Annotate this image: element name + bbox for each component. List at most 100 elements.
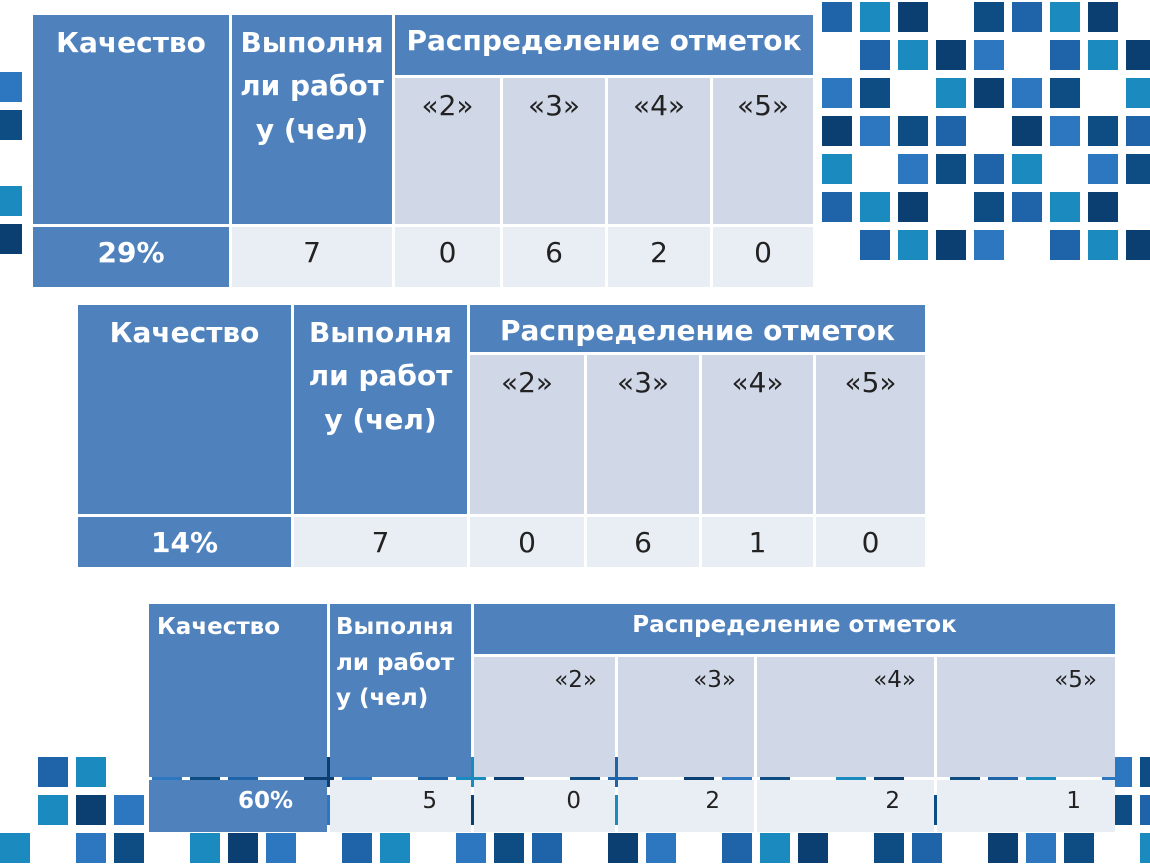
decor-square: [1050, 116, 1080, 146]
decor-square: [1126, 230, 1150, 260]
decor-square: [974, 230, 1004, 260]
row-grade: 6: [587, 517, 699, 567]
decor-square: [1012, 116, 1042, 146]
decor-square: [898, 154, 928, 184]
decor-square: [190, 833, 220, 863]
decor-square: [860, 2, 890, 32]
header-grade: «3»: [503, 78, 605, 224]
decor-square: [0, 224, 22, 254]
decor-square: [898, 40, 928, 70]
decor-square: [1088, 2, 1118, 32]
decor-square: [1050, 192, 1080, 222]
decor-square: [1050, 2, 1080, 32]
row-grade: 0: [395, 227, 500, 287]
decor-square: [76, 757, 106, 787]
header-grade: «4»: [702, 355, 813, 514]
decor-square: [1012, 192, 1042, 222]
header-grade: «3»: [587, 355, 699, 514]
decor-square: [1088, 230, 1118, 260]
header-grade: «5»: [937, 657, 1115, 777]
decor-square: [1050, 230, 1080, 260]
decor-square: [76, 833, 106, 863]
header-grade: «2»: [474, 657, 615, 777]
decor-square: [912, 833, 942, 863]
header-grade: «3»: [618, 657, 754, 777]
header-participants: Выполняли работу (чел): [330, 604, 471, 777]
decor-square: [1012, 78, 1042, 108]
decor-square: [860, 192, 890, 222]
decor-square: [936, 116, 966, 146]
decor-square: [0, 186, 22, 216]
decor-square: [380, 833, 410, 863]
row-grade: 0: [470, 517, 584, 567]
row-grade: 0: [474, 780, 615, 832]
decor-square: [936, 230, 966, 260]
row-quality: 60%: [149, 780, 327, 832]
header-distribution: Распределение отметок: [470, 305, 925, 352]
decor-square: [608, 833, 638, 863]
decor-square: [974, 2, 1004, 32]
decor-square: [456, 833, 486, 863]
decor-square: [974, 154, 1004, 184]
decor-square: [822, 78, 852, 108]
decor-square: [1140, 795, 1150, 825]
decor-square: [114, 833, 144, 863]
decor-square: [0, 110, 22, 140]
decor-square: [822, 2, 852, 32]
header-quality: Качество: [78, 305, 291, 514]
decor-square: [898, 116, 928, 146]
decor-square: [1064, 833, 1094, 863]
decor-square: [0, 833, 30, 863]
decor-square: [898, 192, 928, 222]
decor-square: [898, 230, 928, 260]
decor-square: [1126, 154, 1150, 184]
decor-square: [646, 833, 676, 863]
decor-square: [822, 116, 852, 146]
decor-square: [532, 833, 562, 863]
decor-square: [822, 154, 852, 184]
decor-square: [722, 833, 752, 863]
decor-square: [860, 78, 890, 108]
decor-square: [38, 757, 68, 787]
decor-square: [1126, 40, 1150, 70]
row-grade: 6: [503, 227, 605, 287]
decor-square: [936, 154, 966, 184]
decor-square: [1126, 116, 1150, 146]
decor-square: [1088, 116, 1118, 146]
decor-square: [0, 72, 22, 102]
decor-square: [1140, 757, 1150, 787]
decor-square: [936, 78, 966, 108]
header-participants: Выполняли работу (чел): [232, 15, 392, 224]
header-grade: «4»: [608, 78, 710, 224]
header-quality: Качество: [33, 15, 229, 224]
row-grade: 2: [757, 780, 934, 832]
decor-square: [1088, 154, 1118, 184]
header-distribution: Распределение отметок: [474, 604, 1115, 654]
row-grade: 2: [618, 780, 754, 832]
decor-square: [38, 795, 68, 825]
decor-square: [1140, 833, 1150, 863]
decor-square: [1050, 40, 1080, 70]
decor-square: [266, 833, 296, 863]
row-quality: 29%: [33, 227, 229, 287]
header-distribution: Распределение отметок: [395, 15, 813, 75]
decor-square: [1026, 833, 1056, 863]
header-grade: «4»: [757, 657, 934, 777]
decor-square: [988, 833, 1018, 863]
decor-square: [798, 833, 828, 863]
decor-square: [1012, 154, 1042, 184]
row-participants: 7: [294, 517, 467, 567]
decor-square: [1088, 192, 1118, 222]
header-grade: «2»: [395, 78, 500, 224]
decor-square: [860, 116, 890, 146]
decor-square: [974, 192, 1004, 222]
row-participants: 5: [330, 780, 471, 832]
decor-square: [974, 40, 1004, 70]
row-grade: 0: [816, 517, 925, 567]
decor-square: [822, 192, 852, 222]
row-quality: 14%: [78, 517, 291, 567]
decor-square: [342, 833, 372, 863]
decor-square: [760, 833, 790, 863]
decor-square: [874, 833, 904, 863]
